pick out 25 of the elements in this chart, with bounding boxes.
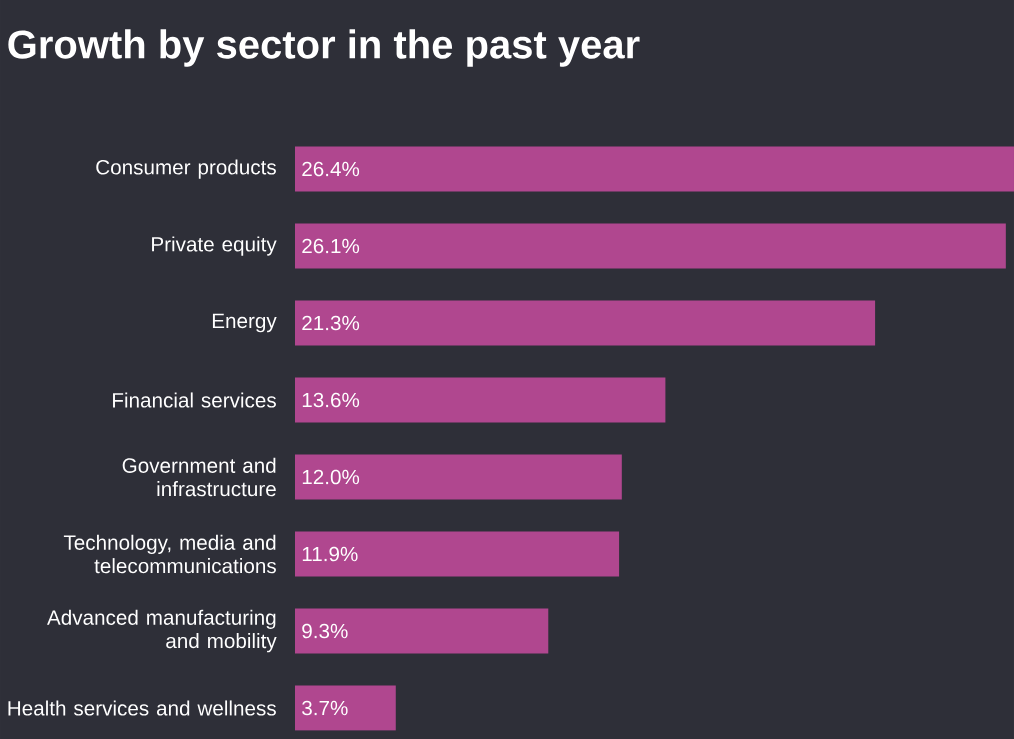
y-tick-label: Financial services	[113, 392, 276, 408]
data-label: 26.1%	[302, 238, 360, 254]
bar	[295, 685, 396, 731]
data-label: 13.6%	[302, 392, 360, 408]
y-tick-label: Consumer products	[96, 159, 276, 179]
bar	[295, 300, 876, 346]
y-tick-label: Advanced manufacturing and mobility	[47, 609, 277, 653]
bar	[295, 531, 620, 577]
bar	[295, 146, 1014, 192]
bar	[295, 223, 1006, 269]
data-label: 9.3%	[302, 623, 348, 639]
y-tick-label: Energy	[212, 313, 277, 333]
data-label: 3.7%	[302, 700, 348, 716]
y-tick-label: Private equity	[152, 236, 277, 256]
y-tick-label: Government and infrastructure	[122, 457, 276, 497]
y-tick-label: Technology, media and telecommunications	[63, 534, 276, 574]
data-label: 21.3%	[302, 315, 360, 331]
y-tick-label: Health services and wellness	[8, 700, 276, 716]
data-label: 11.9%	[302, 546, 358, 562]
chart-title: Growth by sector in the past year	[8, 29, 640, 67]
data-label: 26.4%	[302, 161, 360, 177]
bar	[295, 377, 666, 423]
bar	[295, 608, 549, 654]
data-label: 12.0%	[302, 469, 360, 485]
bar	[295, 454, 622, 500]
